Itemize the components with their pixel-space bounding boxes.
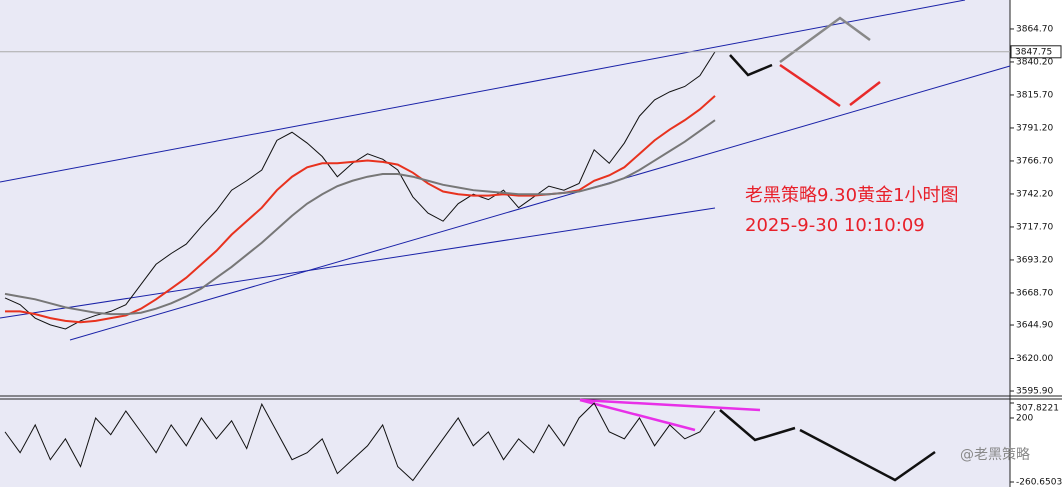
y-tick-label: 3644.90: [1016, 321, 1053, 331]
arrows: [579, 16, 936, 482]
y-tick-label: 3668.70: [1016, 288, 1053, 298]
plot-background: [0, 0, 1010, 487]
series-line: [4, 402, 716, 482]
series-line: [4, 51, 716, 330]
channel-line: [69, 65, 1011, 341]
y-tick-label: 3766.70: [1016, 156, 1053, 166]
arrow: [579, 398, 761, 412]
y-tick-label: -260.6503: [1016, 478, 1062, 487]
arrow: [719, 409, 796, 442]
arrow: [799, 428, 936, 482]
annotation: 老黑策略9.30黄金1小时图: [745, 185, 959, 206]
y-tick-label: 3717.70: [1016, 222, 1053, 232]
axis-background: [1010, 0, 1062, 487]
y-tick-label: 3791.20: [1016, 123, 1053, 133]
series-line: [4, 119, 716, 316]
watermark: @老黑策略: [960, 446, 1030, 463]
series-line: [5, 95, 716, 324]
price-box: [1010, 45, 1062, 59]
y-tick-label: 3815.70: [1016, 90, 1053, 100]
y-tick-label: 3620.00: [1016, 354, 1053, 364]
channel-line: [0, 0, 966, 183]
arrow: [779, 16, 871, 64]
arrow: [779, 63, 841, 108]
y-tick-label: 200: [1016, 413, 1033, 423]
annotation: 2025-9-30 10:10:09: [745, 215, 925, 236]
y-tick-label: 307.8221: [1016, 404, 1059, 414]
y-tick-label: 3595.90: [1016, 387, 1053, 397]
arrow: [729, 54, 773, 77]
price-label: 3847.75: [1015, 47, 1052, 57]
y-tick-label: 3693.20: [1016, 255, 1053, 265]
y-tick-label: 3742.20: [1016, 189, 1053, 199]
channel-line: [0, 207, 716, 319]
y-tick-label: 3840.20: [1016, 57, 1053, 67]
y-tick-label: 3864.70: [1016, 24, 1053, 34]
arrow: [849, 81, 881, 106]
arrow: [579, 398, 696, 432]
